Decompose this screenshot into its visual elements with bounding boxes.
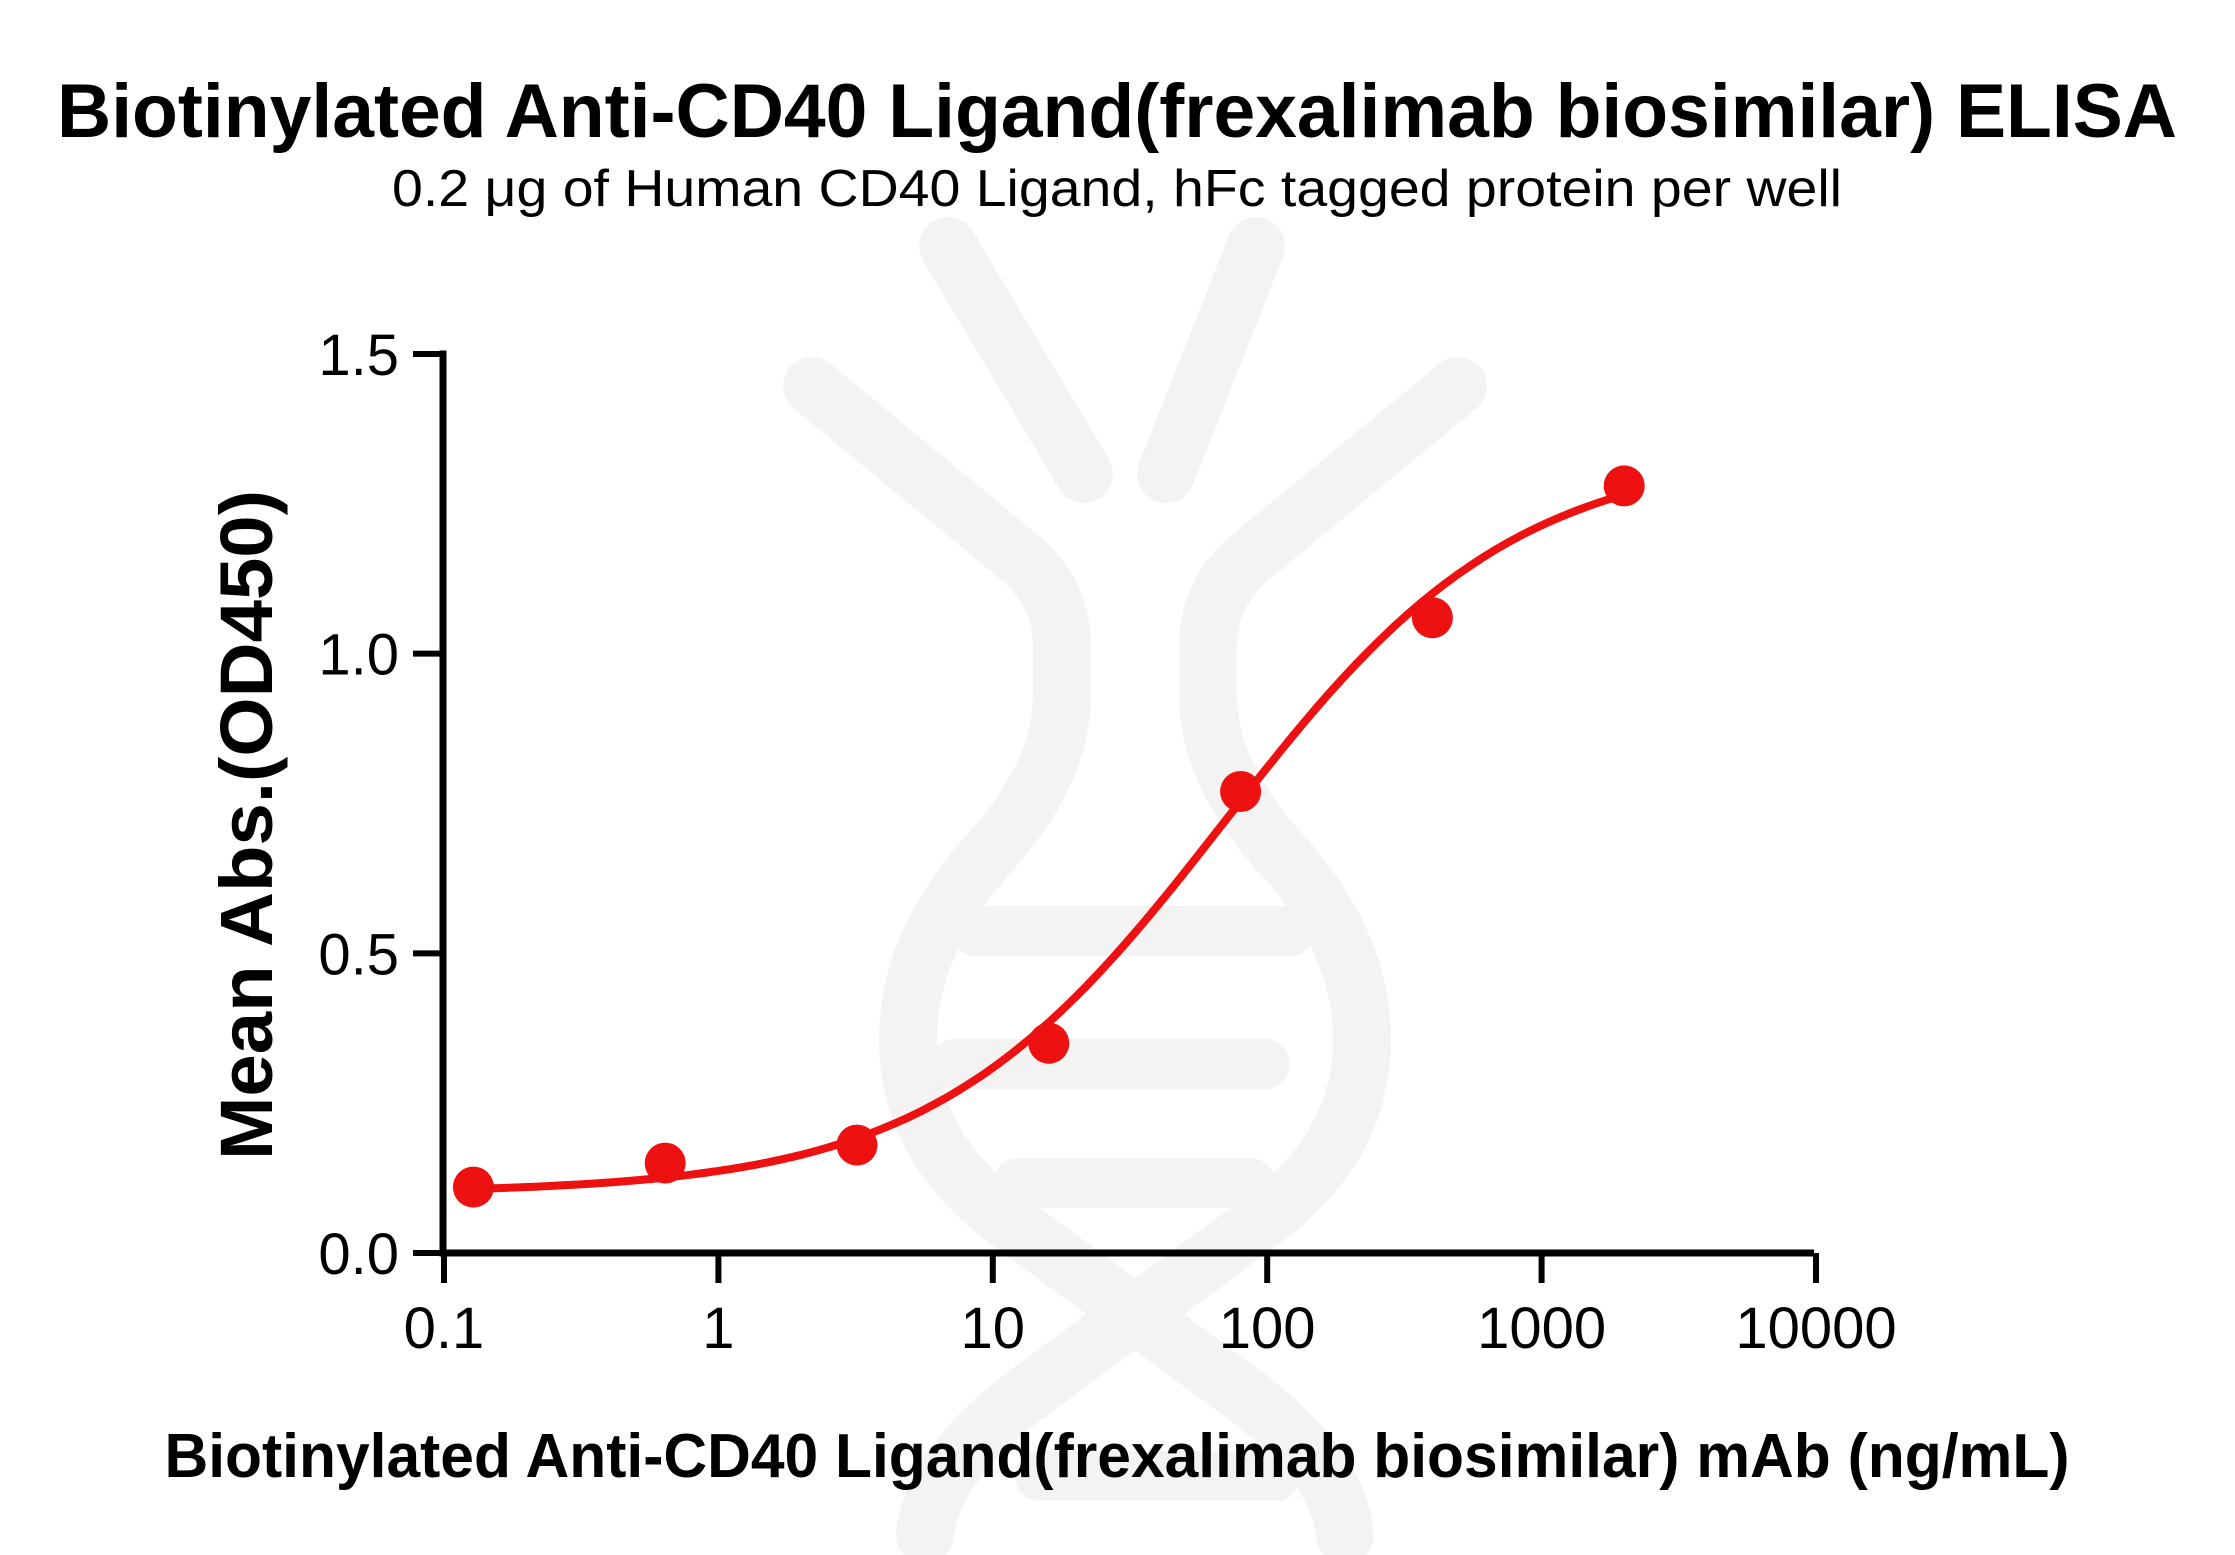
x-tick-label: 10000 (1735, 1296, 1896, 1361)
data-point (1028, 1022, 1070, 1064)
y-tick-label: 1.5 (318, 323, 399, 388)
x-tick-label: 100 (1219, 1296, 1316, 1361)
data-point (836, 1124, 878, 1166)
y-tick-label: 0.0 (318, 1222, 399, 1287)
data-point (1603, 465, 1645, 507)
y-tick-label: 0.5 (318, 922, 399, 987)
antibody-dna-helix-watermark-icon (783, 217, 1487, 1555)
x-tick-label: 1 (702, 1296, 734, 1361)
axes (439, 350, 1814, 1257)
y-axis-title: Mean Abs.(OD450) (205, 490, 288, 1160)
x-axis-title: Biotinylated Anti-CD40 Ligand(frexalimab… (165, 1422, 2070, 1491)
x-tick-label: 1000 (1477, 1296, 1606, 1361)
x-tick-label: 0.1 (404, 1296, 485, 1361)
chart-subtitle: 0.2 μg of Human CD40 Ligand, hFc tagged … (392, 160, 1842, 218)
data-point (644, 1142, 686, 1184)
chart-title: Biotinylated Anti-CD40 Ligand(frexalimab… (57, 69, 2177, 154)
x-axis-ticks: 0.1 1 10 100 1000 10000 (404, 1253, 1897, 1361)
data-point (1220, 771, 1262, 812)
data-points (452, 465, 1645, 1208)
x-tick-label: 10 (961, 1296, 1026, 1361)
data-point (1411, 597, 1453, 639)
y-tick-label: 1.0 (318, 623, 399, 688)
data-point (452, 1166, 494, 1208)
y-axis-ticks: 0.0 0.5 1.0 1.5 (318, 323, 443, 1287)
